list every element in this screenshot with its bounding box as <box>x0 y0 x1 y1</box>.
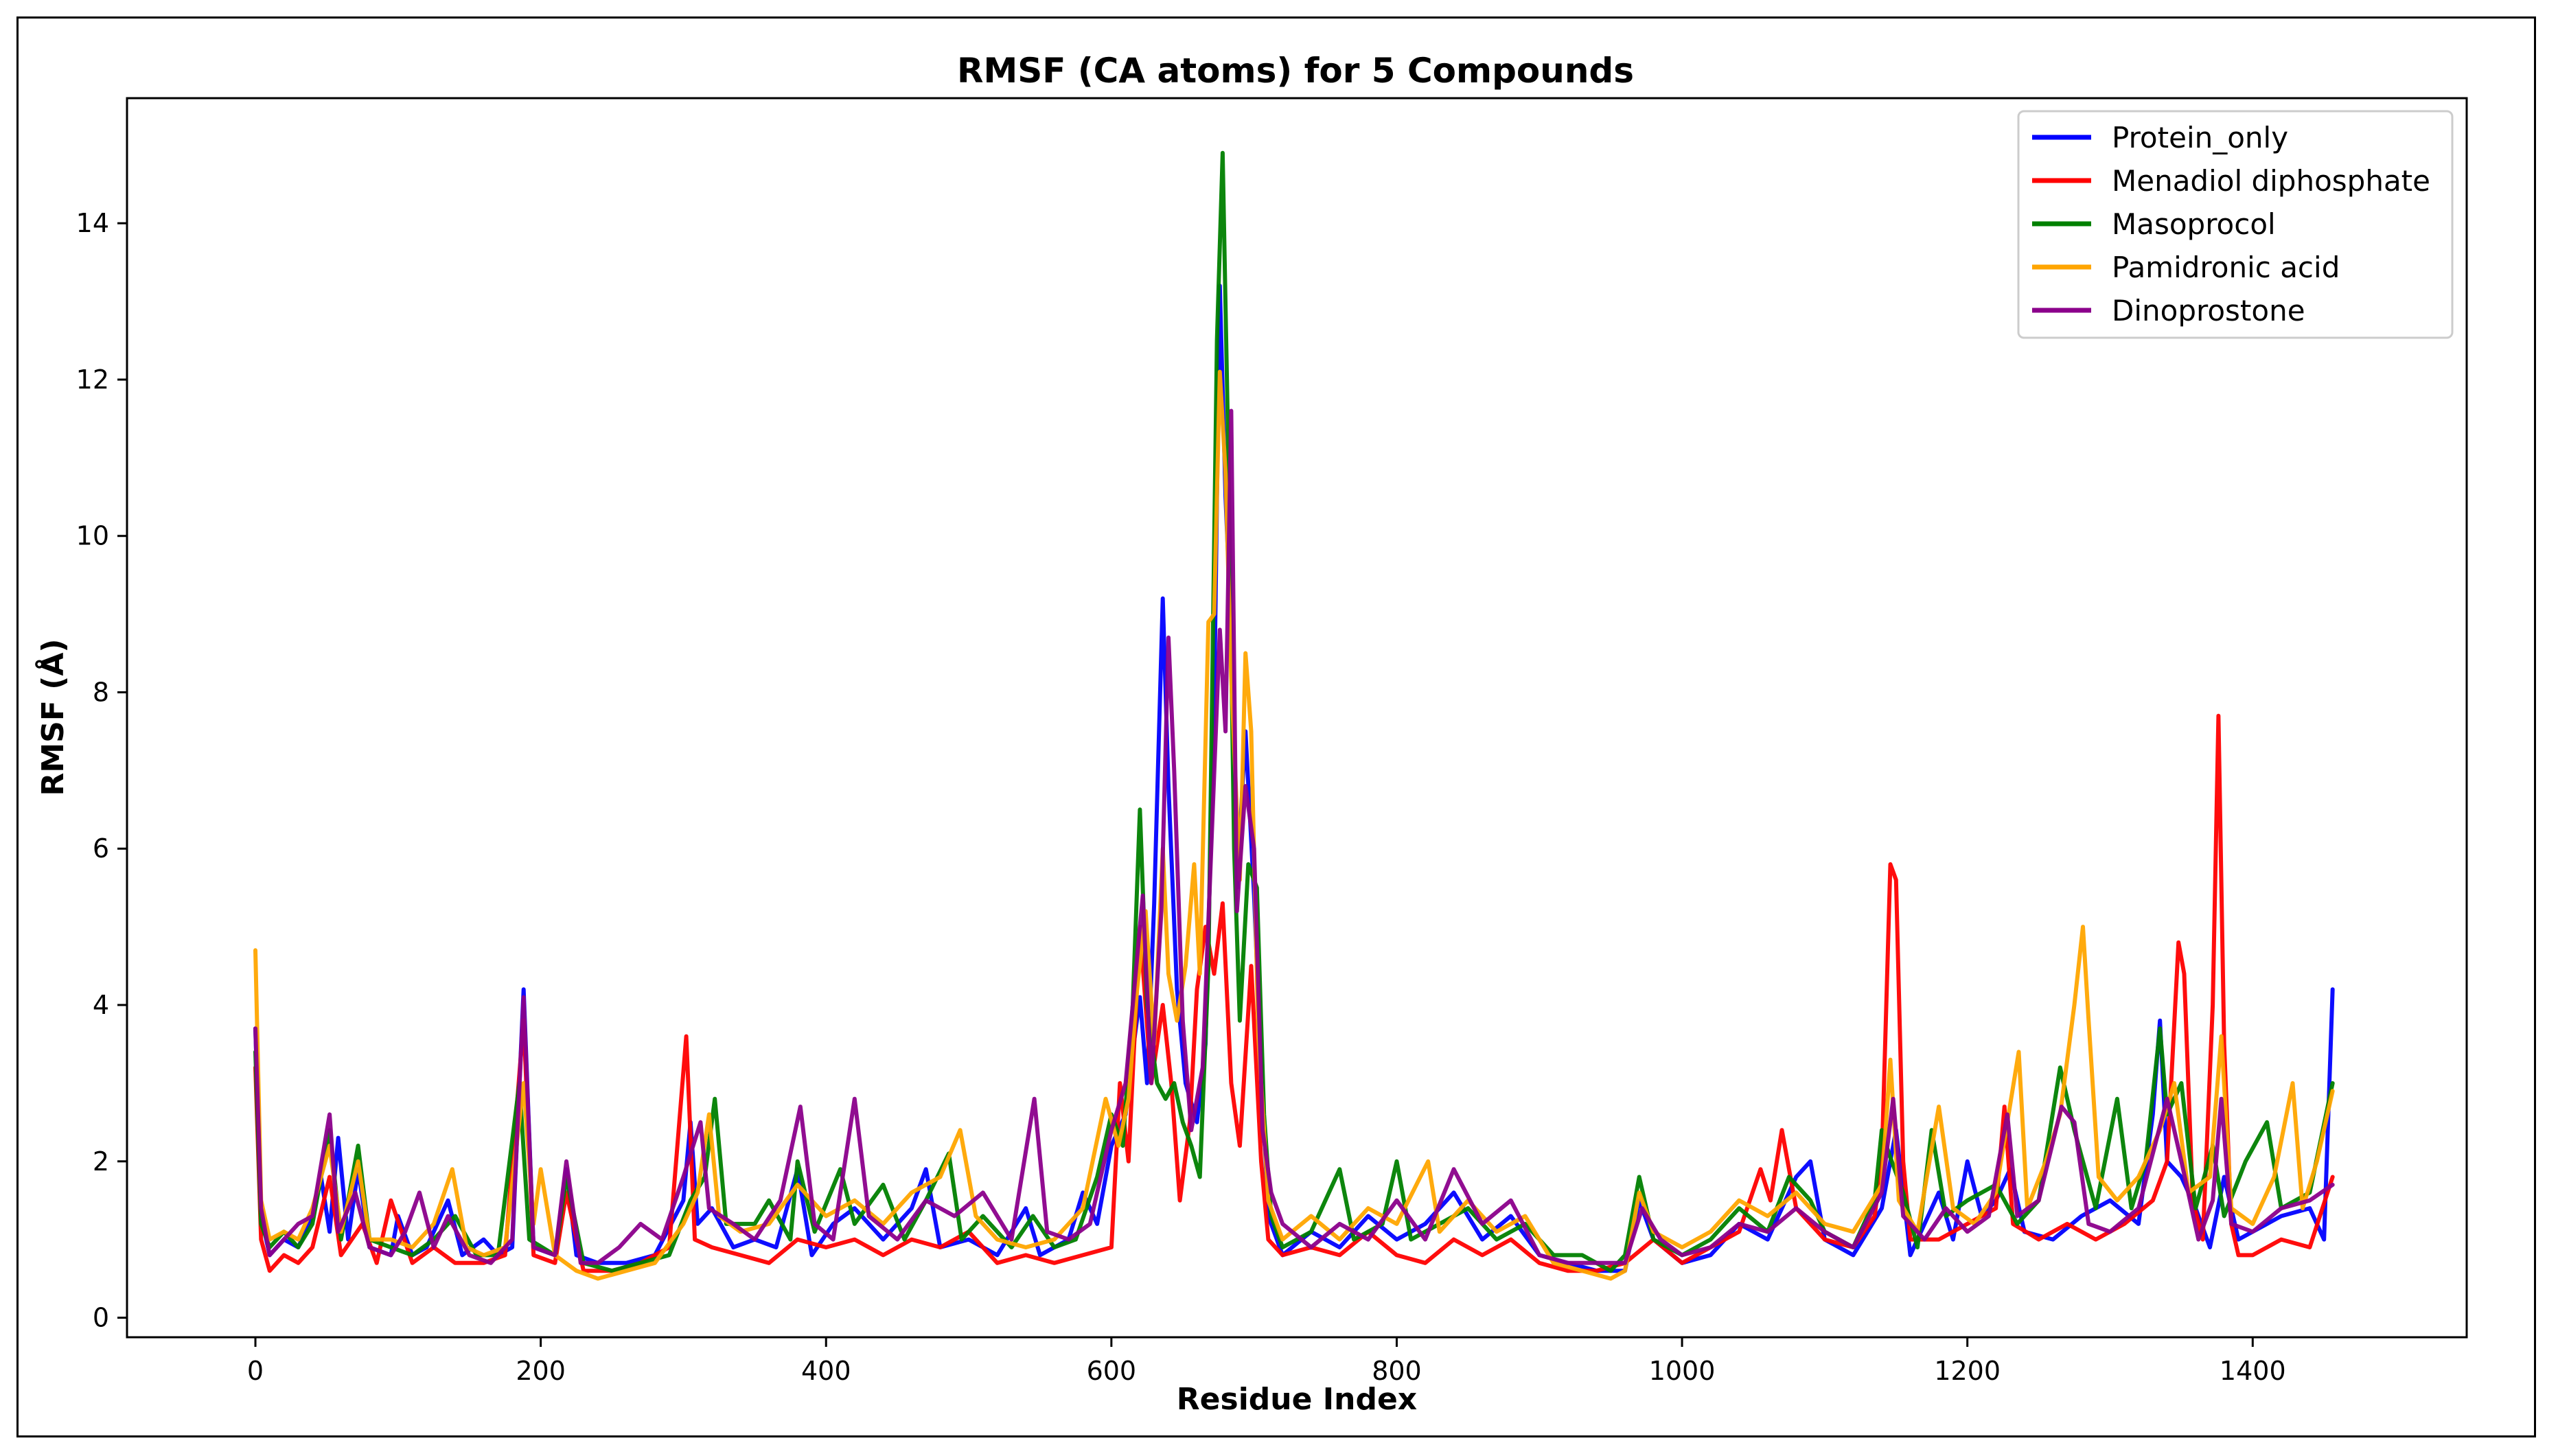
chart-title: RMSF (CA atoms) for 5 Compounds <box>957 51 1634 91</box>
y-tick-label: 2 <box>93 1146 109 1177</box>
figure-frame <box>16 16 2536 1437</box>
y-axis-label: RMSF (Å) <box>34 638 71 796</box>
legend-label-protein-only: Protein_only <box>2112 121 2288 154</box>
series-line-pamidronic-acid <box>253 369 2335 1281</box>
legend-label-dinoprostone: Dinoprostone <box>2112 294 2305 327</box>
legend-box <box>2017 110 2454 339</box>
plot-area <box>126 97 2468 1339</box>
y-tick-label: 14 <box>76 208 109 238</box>
x-axis-label: Residue Index <box>1177 1382 1417 1417</box>
x-tick-label: 1200 <box>1934 1356 2001 1386</box>
y-axis: 0 2 4 6 8 10 12 14 <box>76 208 127 1333</box>
series-line-dinoprostone <box>253 408 2335 1265</box>
x-tick-label: 1000 <box>1649 1356 1716 1386</box>
legend-label-masoprocol: Masoprocol <box>2112 207 2276 241</box>
y-tick-label: 6 <box>93 833 109 864</box>
y-tick-label: 12 <box>76 365 109 395</box>
x-tick-label: 0 <box>247 1356 264 1386</box>
x-tick-label: 800 <box>1372 1356 1422 1386</box>
x-tick-label: 400 <box>801 1356 851 1386</box>
legend: Protein_only Menadiol diphosphate Masoproc… <box>2017 110 2454 339</box>
y-tick-label: 4 <box>93 990 109 1020</box>
y-tick-label: 0 <box>93 1303 109 1333</box>
x-axis: 0 200 400 600 800 1000 1200 1400 <box>247 1337 2286 1386</box>
legend-label-menadiol-diphosphate: Menadiol diphosphate <box>2112 164 2430 198</box>
x-tick-label: 200 <box>516 1356 566 1386</box>
legend-label-pamidronic-acid: Pamidronic acid <box>2112 251 2340 284</box>
series-lines <box>253 150 2335 1281</box>
x-tick-label: 600 <box>1087 1356 1137 1386</box>
y-tick-label: 8 <box>93 677 109 707</box>
x-tick-label: 1400 <box>2220 1356 2286 1386</box>
y-tick-label: 10 <box>76 521 109 551</box>
